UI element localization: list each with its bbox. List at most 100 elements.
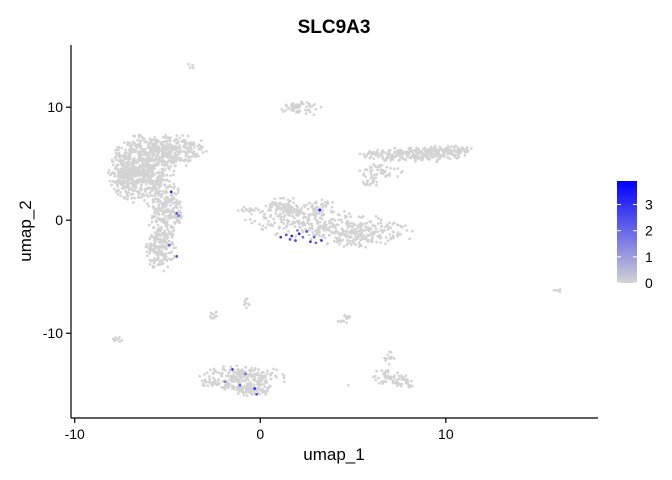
cell-point bbox=[263, 376, 267, 380]
cell-point bbox=[410, 149, 414, 153]
cell-point bbox=[376, 148, 379, 152]
cell-point bbox=[298, 105, 301, 109]
cell-point bbox=[170, 149, 174, 153]
cell-point bbox=[176, 188, 180, 192]
cell-point bbox=[375, 180, 379, 184]
cell-point bbox=[397, 150, 401, 154]
cell-point bbox=[375, 240, 379, 244]
cell-point bbox=[337, 213, 341, 217]
cell-point bbox=[106, 171, 110, 175]
cell-point bbox=[134, 143, 138, 146]
cell-point bbox=[237, 371, 240, 375]
cell-point bbox=[154, 251, 157, 255]
cell-point bbox=[159, 209, 163, 212]
cell-point bbox=[160, 195, 163, 199]
cell-point bbox=[258, 223, 261, 226]
cell-point bbox=[150, 189, 154, 193]
cell-point bbox=[110, 183, 113, 187]
cell-point bbox=[381, 157, 385, 160]
cell-point bbox=[186, 134, 190, 138]
cell-point bbox=[121, 187, 125, 191]
cell-point bbox=[111, 159, 114, 163]
cell-point bbox=[147, 169, 150, 172]
cell-point bbox=[236, 209, 240, 213]
cell-point bbox=[117, 155, 121, 159]
cell-point bbox=[357, 215, 361, 219]
cell-point bbox=[434, 155, 438, 158]
cell-point bbox=[133, 134, 136, 138]
cell-point bbox=[396, 231, 400, 234]
cell-point bbox=[253, 368, 256, 372]
cell-point bbox=[409, 146, 413, 150]
cell-point bbox=[184, 164, 188, 167]
cell-point bbox=[336, 319, 340, 323]
cell-point bbox=[408, 237, 411, 241]
cell-point bbox=[166, 148, 170, 152]
cell-point bbox=[452, 145, 456, 149]
cell-point bbox=[392, 167, 396, 171]
cell-point bbox=[157, 204, 161, 207]
cell-point bbox=[558, 290, 562, 294]
cell-point bbox=[291, 214, 295, 218]
cell-point bbox=[359, 227, 362, 230]
cell-point bbox=[374, 227, 378, 231]
cell-point bbox=[158, 156, 162, 160]
cell-point bbox=[409, 155, 412, 159]
cell-point bbox=[309, 238, 313, 241]
cell-point bbox=[136, 138, 140, 142]
cell-point bbox=[173, 185, 176, 188]
cell-point bbox=[318, 220, 322, 224]
cell-point bbox=[160, 146, 164, 150]
expressing-cell-point bbox=[318, 208, 322, 212]
cell-point bbox=[150, 179, 154, 182]
cell-point bbox=[120, 154, 124, 158]
cell-point bbox=[260, 371, 264, 375]
expressing-cell-point bbox=[238, 383, 242, 387]
cell-point bbox=[335, 240, 339, 244]
cell-point bbox=[332, 210, 335, 214]
cell-point bbox=[293, 221, 296, 225]
cell-point bbox=[128, 181, 132, 185]
cell-point bbox=[120, 146, 124, 150]
cell-point bbox=[156, 253, 160, 257]
cell-point bbox=[347, 316, 351, 320]
expressing-cell-point bbox=[231, 368, 234, 371]
cell-point bbox=[331, 225, 334, 229]
cell-point bbox=[449, 149, 453, 152]
cell-point bbox=[369, 231, 373, 235]
cell-point bbox=[448, 157, 452, 161]
cell-point bbox=[172, 169, 176, 173]
cell-point bbox=[252, 374, 256, 378]
cell-point bbox=[155, 220, 158, 224]
y-tick-label: 10 bbox=[47, 99, 63, 115]
cell-point bbox=[136, 196, 140, 199]
cell-point bbox=[140, 173, 143, 177]
cell-point bbox=[261, 209, 265, 213]
cell-point bbox=[119, 167, 122, 171]
cell-point bbox=[323, 220, 327, 224]
cell-point bbox=[432, 149, 436, 152]
cell-point bbox=[396, 167, 400, 170]
cell-point bbox=[164, 196, 168, 199]
cell-point bbox=[169, 165, 173, 168]
cell-point bbox=[143, 199, 146, 202]
cell-point bbox=[169, 200, 173, 203]
cell-point bbox=[294, 235, 298, 238]
cell-point bbox=[259, 210, 262, 214]
cell-point bbox=[362, 234, 366, 237]
cell-point bbox=[148, 175, 152, 179]
expressing-cell-point bbox=[279, 235, 283, 239]
cell-point bbox=[152, 148, 156, 152]
cell-point bbox=[360, 216, 363, 220]
cell-point bbox=[135, 146, 139, 150]
cell-point bbox=[558, 288, 562, 291]
cell-point bbox=[369, 177, 373, 180]
cell-point bbox=[269, 377, 273, 381]
cell-point bbox=[134, 186, 138, 190]
cell-point bbox=[274, 212, 278, 215]
cell-point bbox=[184, 142, 188, 145]
cell-point bbox=[247, 388, 251, 392]
cell-point bbox=[353, 227, 357, 231]
cell-point bbox=[169, 204, 172, 207]
cell-point bbox=[407, 147, 411, 151]
